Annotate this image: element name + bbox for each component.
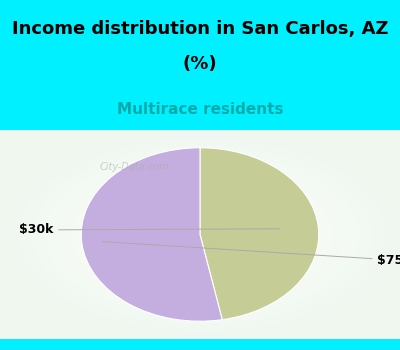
Text: Multirace residents: Multirace residents — [117, 102, 283, 117]
Text: (%): (%) — [183, 55, 217, 73]
Wedge shape — [81, 148, 222, 321]
Text: $75k: $75k — [102, 241, 400, 267]
Text: $30k: $30k — [19, 223, 280, 237]
Text: City-Data.com: City-Data.com — [100, 162, 170, 172]
Wedge shape — [200, 148, 319, 320]
Text: Income distribution in San Carlos, AZ: Income distribution in San Carlos, AZ — [12, 20, 388, 38]
